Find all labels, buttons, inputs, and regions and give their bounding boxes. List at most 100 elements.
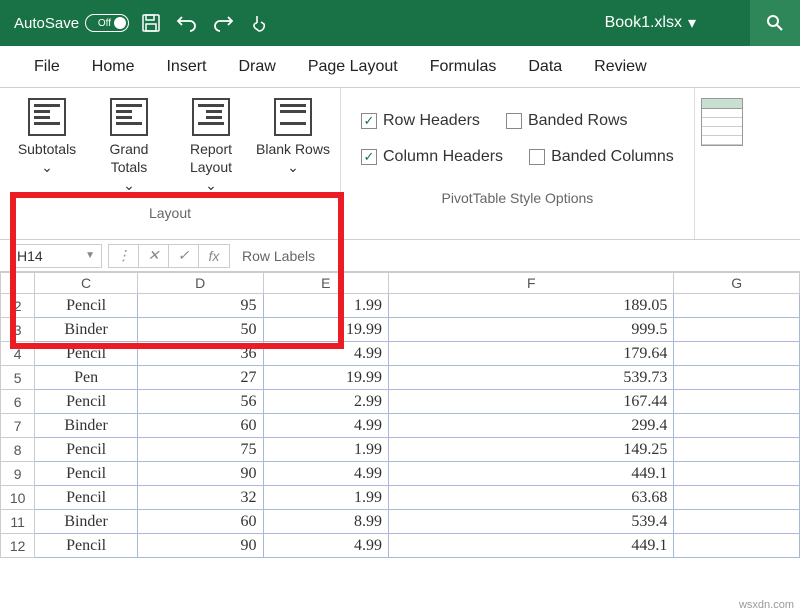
cancel-icon[interactable]: ✕ — [139, 245, 169, 267]
cell[interactable]: 32 — [137, 486, 263, 510]
tab-formulas[interactable]: Formulas — [414, 54, 513, 80]
subtotals-button[interactable]: Subtotals ⌄ — [8, 94, 86, 199]
cell[interactable]: Binder — [35, 414, 138, 438]
cell[interactable] — [674, 462, 800, 486]
cell[interactable] — [674, 294, 800, 318]
cell[interactable]: 56 — [137, 390, 263, 414]
cell[interactable]: 1.99 — [263, 486, 389, 510]
cell[interactable]: 19.99 — [263, 366, 389, 390]
col-header[interactable]: E — [263, 273, 389, 294]
tab-review[interactable]: Review — [578, 54, 662, 80]
cell[interactable]: 449.1 — [389, 534, 674, 558]
cell[interactable]: 149.25 — [389, 438, 674, 462]
column-headers-checkbox[interactable]: ✓ Column Headers — [361, 148, 503, 166]
cell[interactable]: 299.4 — [389, 414, 674, 438]
name-box[interactable]: H14 ▼ — [10, 244, 102, 268]
cell[interactable]: Pencil — [35, 486, 138, 510]
row-header[interactable]: 4 — [1, 342, 35, 366]
enter-icon[interactable]: ✓ — [169, 245, 199, 267]
autosave-control[interactable]: AutoSave Off — [14, 14, 129, 32]
cell[interactable] — [674, 390, 800, 414]
cell[interactable]: 449.1 — [389, 462, 674, 486]
cell[interactable]: 999.5 — [389, 318, 674, 342]
cell[interactable]: Pen — [35, 366, 138, 390]
search-button[interactable] — [750, 0, 800, 46]
cell[interactable]: 539.4 — [389, 510, 674, 534]
cell[interactable]: 60 — [137, 414, 263, 438]
undo-icon[interactable] — [173, 9, 201, 37]
row-headers-checkbox[interactable]: ✓ Row Headers — [361, 112, 480, 130]
cell[interactable] — [674, 510, 800, 534]
cell[interactable] — [674, 414, 800, 438]
cell[interactable]: 8.99 — [263, 510, 389, 534]
cell[interactable] — [674, 534, 800, 558]
row-header[interactable]: 10 — [1, 486, 35, 510]
cell[interactable]: 189.05 — [389, 294, 674, 318]
tab-insert[interactable]: Insert — [150, 54, 222, 80]
cell[interactable]: Binder — [35, 510, 138, 534]
banded-columns-checkbox[interactable]: Banded Columns — [529, 148, 674, 166]
blank-rows-button[interactable]: Blank Rows ⌄ — [254, 94, 332, 199]
pivot-style-thumb[interactable] — [701, 98, 743, 146]
cell[interactable] — [674, 486, 800, 510]
formula-input[interactable]: Row Labels — [230, 248, 315, 264]
cell[interactable]: 75 — [137, 438, 263, 462]
cell[interactable]: Pencil — [35, 438, 138, 462]
tab-data[interactable]: Data — [512, 54, 578, 80]
cell[interactable] — [674, 438, 800, 462]
row-header[interactable]: 2 — [1, 294, 35, 318]
row-header[interactable]: 6 — [1, 390, 35, 414]
col-header[interactable]: D — [137, 273, 263, 294]
cell[interactable]: 19.99 — [263, 318, 389, 342]
cell[interactable] — [674, 366, 800, 390]
filename[interactable]: Book1.xlsx ▾ — [605, 13, 696, 33]
autosave-toggle[interactable]: Off — [85, 14, 129, 32]
cell[interactable]: 63.68 — [389, 486, 674, 510]
row-header[interactable]: 8 — [1, 438, 35, 462]
report-layout-button[interactable]: Report Layout ⌄ — [172, 94, 250, 199]
banded-rows-checkbox[interactable]: Banded Rows — [506, 112, 628, 130]
tab-page-layout[interactable]: Page Layout — [292, 54, 414, 80]
tab-file[interactable]: File — [18, 54, 76, 80]
spreadsheet-grid[interactable]: C D E F G 2Pencil951.99189.053Binder5019… — [0, 272, 800, 558]
cell[interactable]: 90 — [137, 462, 263, 486]
cell[interactable] — [674, 318, 800, 342]
fx-icon[interactable]: fx — [199, 245, 229, 267]
col-header[interactable]: F — [389, 273, 674, 294]
row-header[interactable]: 3 — [1, 318, 35, 342]
row-header[interactable]: 5 — [1, 366, 35, 390]
cell[interactable]: 4.99 — [263, 534, 389, 558]
cell[interactable]: Pencil — [35, 342, 138, 366]
cell[interactable]: 539.73 — [389, 366, 674, 390]
row-header[interactable]: 12 — [1, 534, 35, 558]
cell[interactable]: 4.99 — [263, 414, 389, 438]
cell[interactable]: Pencil — [35, 534, 138, 558]
cell[interactable]: Pencil — [35, 294, 138, 318]
col-header[interactable]: G — [674, 273, 800, 294]
cell[interactable]: 1.99 — [263, 294, 389, 318]
cell[interactable]: 90 — [137, 534, 263, 558]
cell[interactable]: 4.99 — [263, 342, 389, 366]
cell[interactable]: 1.99 — [263, 438, 389, 462]
cell[interactable]: Binder — [35, 318, 138, 342]
cell[interactable]: 2.99 — [263, 390, 389, 414]
col-header[interactable]: C — [35, 273, 138, 294]
grand-totals-button[interactable]: Grand Totals ⌄ — [90, 94, 168, 199]
save-icon[interactable] — [137, 9, 165, 37]
row-header[interactable]: 7 — [1, 414, 35, 438]
tab-home[interactable]: Home — [76, 54, 151, 80]
tab-draw[interactable]: Draw — [222, 54, 291, 80]
cell[interactable]: Pencil — [35, 390, 138, 414]
options-icon[interactable]: ⋮ — [109, 245, 139, 267]
cell[interactable]: 27 — [137, 366, 263, 390]
cell[interactable]: 36 — [137, 342, 263, 366]
cell[interactable]: 50 — [137, 318, 263, 342]
cell[interactable] — [674, 342, 800, 366]
row-header[interactable]: 9 — [1, 462, 35, 486]
redo-icon[interactable] — [209, 9, 237, 37]
cell[interactable]: 167.44 — [389, 390, 674, 414]
touch-mode-icon[interactable] — [245, 9, 273, 37]
cell[interactable]: 95 — [137, 294, 263, 318]
corner-cell[interactable] — [1, 273, 35, 294]
cell[interactable]: 60 — [137, 510, 263, 534]
